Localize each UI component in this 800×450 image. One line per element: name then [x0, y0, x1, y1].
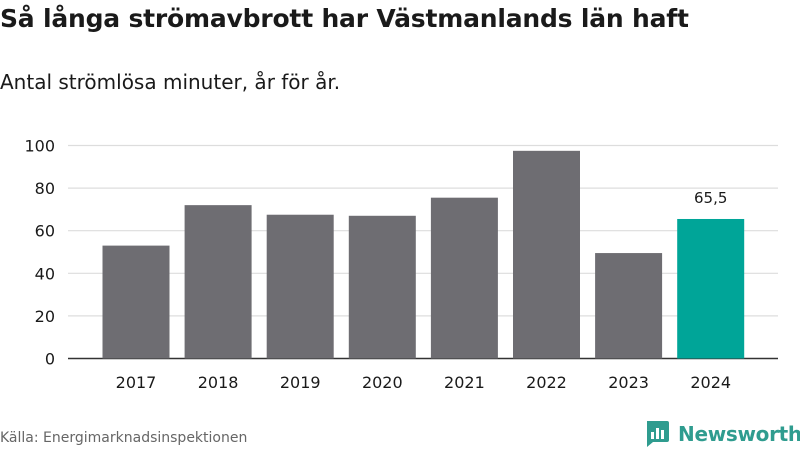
y-tick-label-20: 20 — [35, 307, 55, 326]
x-tick-label-2018: 2018 — [198, 373, 239, 392]
y-tick-label-80: 80 — [35, 179, 55, 198]
bar-2024 — [677, 218, 745, 359]
chart-title: Så långa strömavbrott har Västmanlands l… — [0, 4, 689, 33]
bar-2023 — [595, 253, 663, 359]
y-tick-label-0: 0 — [45, 350, 55, 369]
bar-2017 — [102, 245, 170, 359]
data-label-2024: 65,5 — [694, 189, 727, 207]
source-note: Källa: Energimarknadsinspektionen — [0, 430, 248, 446]
grid-lines — [68, 144, 778, 360]
x-tick-label-2019: 2019 — [280, 373, 321, 392]
newsworthy-logo-icon — [647, 421, 669, 447]
bar-2019 — [266, 214, 334, 359]
x-tick-label-2023: 2023 — [608, 373, 649, 392]
bar-2018 — [184, 205, 252, 359]
bar-2020 — [348, 215, 416, 359]
x-tick-label-2022: 2022 — [526, 373, 567, 392]
x-tick-label-2020: 2020 — [362, 373, 403, 392]
bar-2022 — [513, 150, 580, 359]
x-tick-label-2021: 2021 — [444, 373, 485, 392]
brand-name: Newsworthy — [678, 422, 800, 446]
chart-subtitle: Antal strömlösa minuter, år för år. — [0, 70, 341, 94]
x-tick-label-2024: 2024 — [690, 373, 731, 392]
labels: 0 20 40 60 80 100 2017 2018 2019 2020 2021 2022 2023… — [24, 137, 731, 393]
y-tick-label-100: 100 — [24, 137, 55, 156]
x-tick-label-2017: 2017 — [116, 373, 157, 392]
brand-logo: Newsworthy — [644, 420, 800, 448]
bars — [102, 150, 745, 359]
y-tick-label-40: 40 — [35, 264, 55, 283]
y-tick-label-60: 60 — [35, 222, 55, 241]
bar-2021 — [430, 197, 498, 359]
